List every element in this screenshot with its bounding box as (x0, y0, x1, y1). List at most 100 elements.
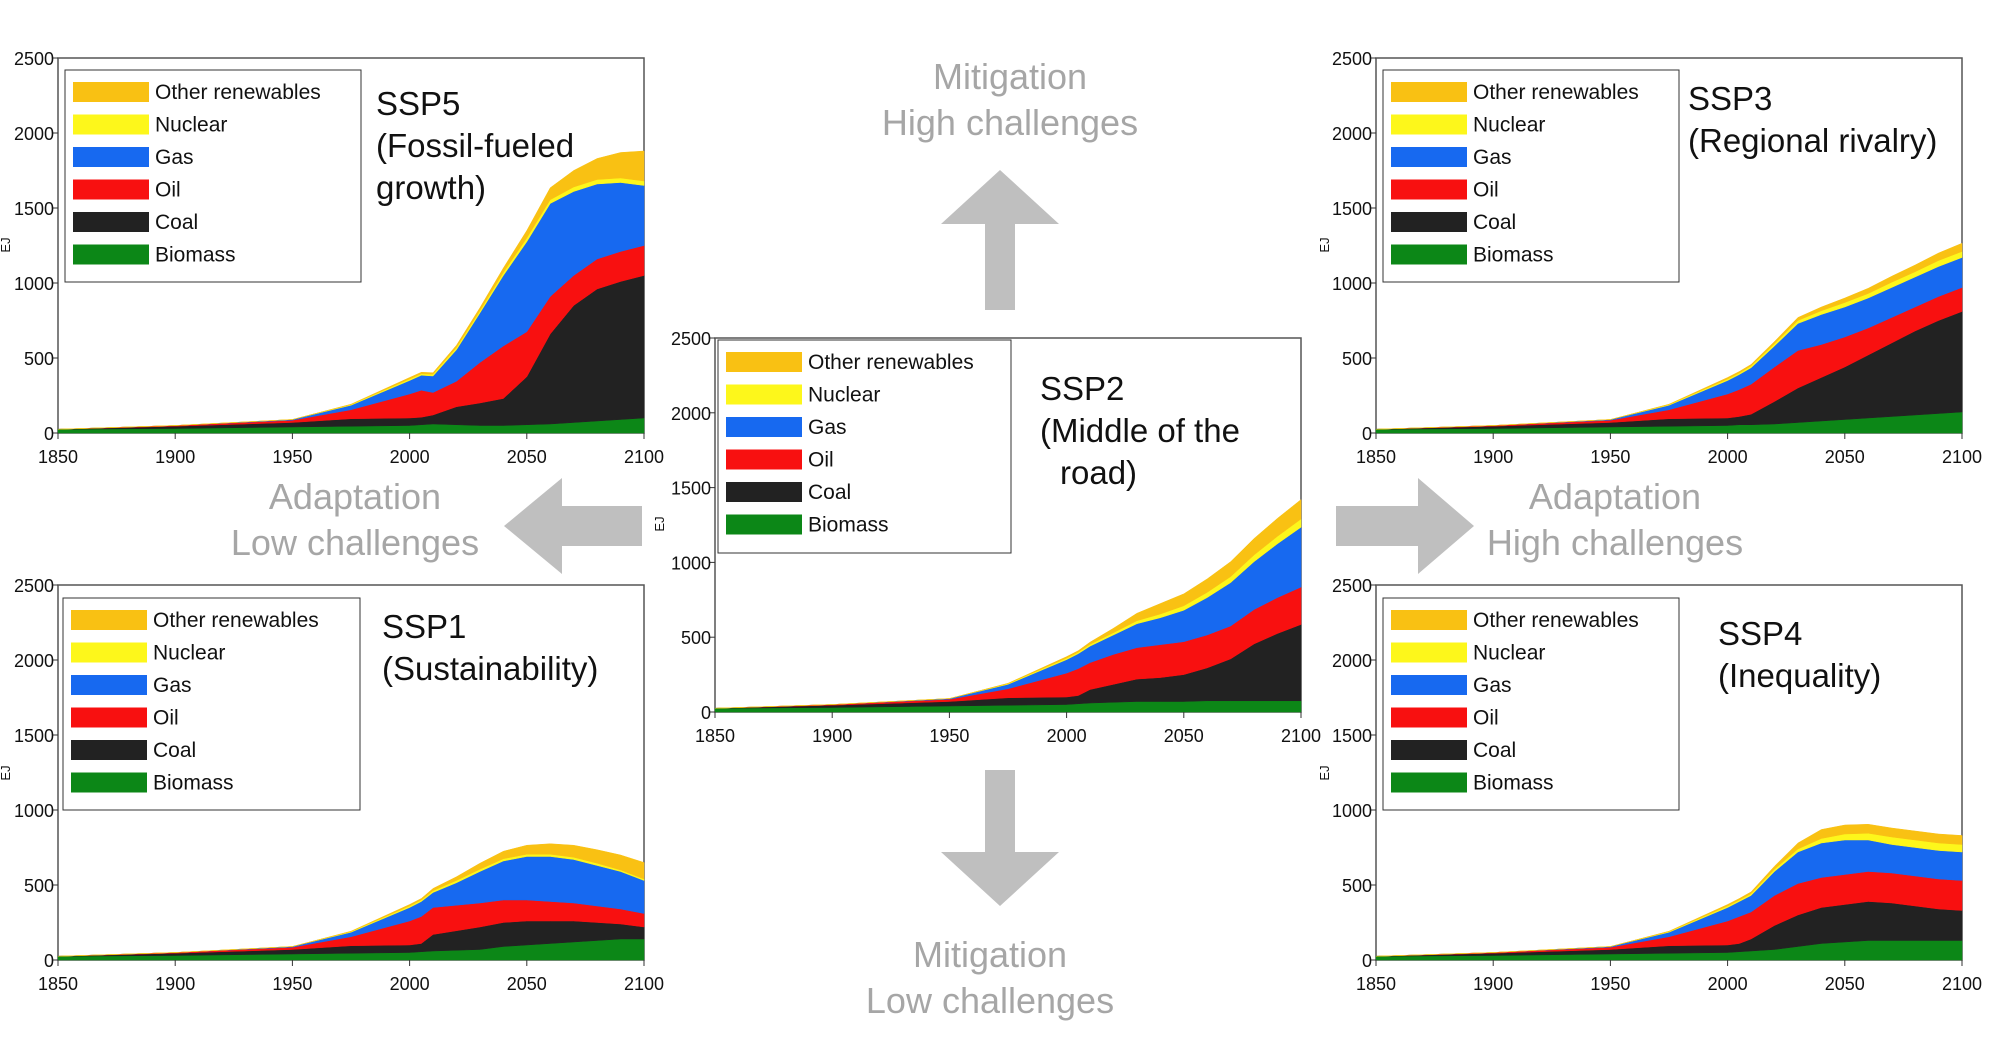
legend-label-gas: Gas (1473, 146, 1512, 169)
legend-label-nuclear: Nuclear (1473, 114, 1545, 137)
legend-swatch-other-renewables (73, 82, 149, 102)
legend-label-oil: Oil (1473, 707, 1499, 730)
legend-label-coal: Coal (155, 211, 198, 234)
chart-ssp1: 0 500 1000 1500 2000 2500 1850 1900 1950 2000 2050… (0, 576, 664, 994)
legend-swatch-other-renewables (1391, 610, 1467, 630)
legend-swatch-coal (1391, 740, 1467, 760)
legend-swatch-biomass (726, 514, 802, 535)
legend-label-gas: Gas (155, 146, 194, 169)
legend-swatch-nuclear (1391, 114, 1467, 135)
x-tick-label: 1950 (272, 447, 312, 467)
chart-ssp5: 0 500 1000 1500 2000 2500 1850 1900 1950 2000 2050… (0, 49, 664, 467)
y-tick-label: 1500 (1332, 199, 1372, 219)
arrow-right-icon (1336, 478, 1474, 574)
y-tick-label: 2500 (14, 49, 54, 69)
legend-swatch-oil (1391, 179, 1467, 200)
y-tick-label: 2500 (1332, 49, 1372, 69)
y-tick-label: 1000 (14, 801, 54, 821)
y-tick-label: 500 (1342, 876, 1372, 896)
legend-swatch-other-renewables (1391, 82, 1467, 102)
legend-swatch-nuclear (71, 642, 147, 663)
y-tick-label: 500 (24, 876, 54, 896)
x-tick-label: 1900 (812, 726, 852, 746)
x-tick-label: 1850 (1356, 974, 1396, 994)
y-tick-label: 1000 (1332, 274, 1372, 294)
legend-label-other-renewables: Other renewables (153, 609, 319, 632)
y-tick-label: 2500 (14, 576, 54, 596)
chart-title-line: (Inequality) (1718, 657, 1881, 694)
legend-swatch-biomass (1391, 772, 1467, 793)
legend-swatch-biomass (73, 244, 149, 265)
legend-label-other-renewables: Other renewables (1473, 81, 1639, 104)
legend-swatch-oil (1391, 707, 1467, 728)
legend-label-gas: Gas (1473, 674, 1512, 697)
y-tick-label: 1000 (14, 274, 54, 294)
y-tick-label: 1500 (1332, 726, 1372, 746)
legend-label-nuclear: Nuclear (155, 114, 227, 137)
y-tick-label: 0 (701, 703, 711, 723)
y-tick-label: 1000 (1332, 801, 1372, 821)
y-axis-label: EJ (0, 765, 13, 780)
legend-label-nuclear: Nuclear (153, 642, 225, 665)
y-axis-label: EJ (652, 516, 667, 531)
legend-label-coal: Coal (1473, 739, 1516, 762)
y-tick-label: 1000 (671, 553, 711, 573)
y-axis-label: EJ (0, 237, 13, 252)
chart-ssp2: 0 500 1000 1500 2000 2500 1850 1900 1950 2000 2050… (652, 329, 1321, 746)
x-tick-label: 1900 (155, 447, 195, 467)
legend-label-gas: Gas (808, 416, 847, 439)
y-tick-label: 2000 (14, 651, 54, 671)
x-tick-label: 1950 (929, 726, 969, 746)
y-tick-label: 1500 (14, 726, 54, 746)
legend: Other renewables Nuclear Gas Oil Coal Biomass (64, 69, 362, 283)
x-tick-label: 1900 (155, 974, 195, 994)
x-tick-label: 2050 (1825, 447, 1865, 467)
x-tick-label: 2000 (1708, 447, 1748, 467)
legend-label-biomass: Biomass (808, 514, 889, 537)
legend-swatch-gas (1391, 675, 1467, 695)
chart-title-line: SSP5 (376, 85, 460, 122)
legend-label-other-renewables: Other renewables (808, 351, 974, 374)
legend-swatch-coal (71, 740, 147, 760)
arrow-down-icon (941, 770, 1059, 906)
area-other-renewables (57, 150, 645, 430)
legend-label-biomass: Biomass (155, 244, 236, 267)
y-tick-label: 0 (44, 951, 54, 971)
chart-title-line: road) (1060, 454, 1137, 491)
chart-ssp4: 0 500 1000 1500 2000 2500 1850 1900 1950 2000 2050… (1317, 576, 1982, 994)
legend-swatch-oil (71, 707, 147, 728)
y-tick-label: 500 (1342, 349, 1372, 369)
y-tick-label: 1500 (671, 479, 711, 499)
chart-ssp3: 0 500 1000 1500 2000 2500 1850 1900 1950 2000 2050… (1317, 49, 1982, 467)
label-adaptation-low: Adaptation Low challenges (230, 476, 480, 563)
x-tick-label: 1850 (38, 447, 78, 467)
x-tick-label: 1900 (1473, 447, 1513, 467)
legend-swatch-gas (71, 675, 147, 695)
arrow-up-icon (941, 170, 1059, 310)
y-tick-label: 500 (681, 628, 711, 648)
legend-swatch-gas (726, 417, 802, 437)
x-tick-label: 1950 (1590, 974, 1630, 994)
area-other-renewables (1375, 242, 1963, 430)
x-tick-label: 2050 (507, 974, 547, 994)
legend: Other renewables Nuclear Gas Oil Coal Biomass (1382, 597, 1680, 811)
label-adaptation-high: Adaptation High challenges (1486, 476, 1744, 563)
x-tick-label: 2100 (624, 974, 664, 994)
x-tick-label: 2000 (390, 447, 430, 467)
legend-swatch-coal (73, 212, 149, 232)
chart-title-line: SSP2 (1040, 370, 1124, 407)
chart-title-line: (Sustainability) (382, 650, 598, 687)
legend-swatch-nuclear (726, 384, 802, 405)
legend-label-oil: Oil (1473, 179, 1499, 202)
legend-label-biomass: Biomass (1473, 772, 1554, 795)
chart-title-line: SSP4 (1718, 615, 1802, 652)
y-tick-label: 0 (1362, 951, 1372, 971)
legend-swatch-nuclear (73, 114, 149, 135)
y-tick-label: 2500 (1332, 576, 1372, 596)
legend-swatch-other-renewables (71, 610, 147, 630)
legend-label-biomass: Biomass (1473, 244, 1554, 267)
legend-label-oil: Oil (153, 707, 179, 730)
y-tick-label: 1500 (14, 199, 54, 219)
y-tick-label: 2000 (671, 404, 711, 424)
legend-label-gas: Gas (153, 674, 192, 697)
